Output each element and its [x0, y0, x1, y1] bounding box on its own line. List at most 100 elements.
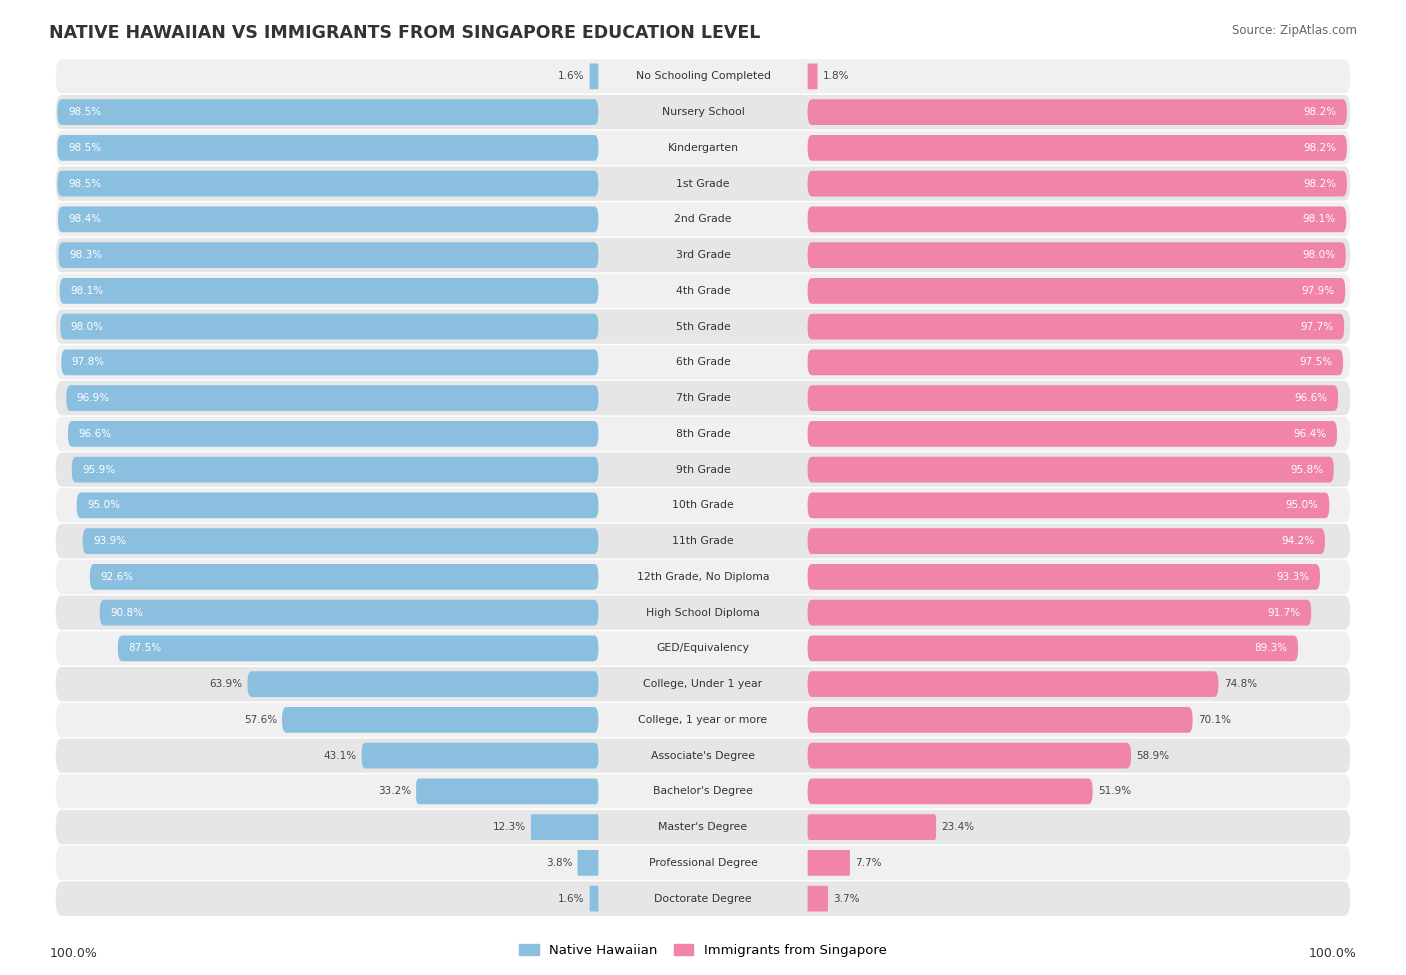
- Text: 96.6%: 96.6%: [1295, 393, 1327, 403]
- FancyBboxPatch shape: [58, 99, 599, 125]
- FancyBboxPatch shape: [56, 667, 1350, 701]
- Text: High School Diploma: High School Diploma: [647, 607, 759, 617]
- FancyBboxPatch shape: [56, 810, 1350, 844]
- Text: Doctorate Degree: Doctorate Degree: [654, 894, 752, 904]
- FancyBboxPatch shape: [56, 524, 1350, 559]
- Text: 12.3%: 12.3%: [492, 822, 526, 832]
- Text: Bachelor's Degree: Bachelor's Degree: [652, 787, 754, 797]
- FancyBboxPatch shape: [589, 63, 599, 90]
- FancyBboxPatch shape: [807, 135, 1347, 161]
- FancyBboxPatch shape: [62, 349, 599, 375]
- Text: 96.4%: 96.4%: [1294, 429, 1326, 439]
- Text: 97.7%: 97.7%: [1301, 322, 1334, 332]
- FancyBboxPatch shape: [56, 131, 1350, 165]
- FancyBboxPatch shape: [807, 385, 1339, 411]
- Text: 63.9%: 63.9%: [209, 680, 242, 689]
- FancyBboxPatch shape: [56, 167, 1350, 201]
- Text: No Schooling Completed: No Schooling Completed: [636, 71, 770, 81]
- Text: 96.6%: 96.6%: [79, 429, 111, 439]
- Text: 70.1%: 70.1%: [1198, 715, 1230, 724]
- Text: 43.1%: 43.1%: [323, 751, 357, 760]
- Text: 97.5%: 97.5%: [1299, 358, 1333, 368]
- Text: 95.0%: 95.0%: [87, 500, 120, 510]
- Text: 1.6%: 1.6%: [558, 894, 585, 904]
- Text: 33.2%: 33.2%: [378, 787, 411, 797]
- Text: 93.3%: 93.3%: [1277, 572, 1309, 582]
- Text: 1.6%: 1.6%: [558, 71, 585, 81]
- FancyBboxPatch shape: [56, 238, 1350, 272]
- FancyBboxPatch shape: [67, 421, 599, 447]
- FancyBboxPatch shape: [807, 421, 1337, 447]
- FancyBboxPatch shape: [56, 631, 1350, 666]
- FancyBboxPatch shape: [56, 596, 1350, 630]
- Text: 7th Grade: 7th Grade: [676, 393, 730, 403]
- FancyBboxPatch shape: [807, 349, 1343, 375]
- FancyBboxPatch shape: [578, 850, 599, 876]
- Text: 96.9%: 96.9%: [77, 393, 110, 403]
- Text: 4th Grade: 4th Grade: [676, 286, 730, 295]
- Text: GED/Equivalency: GED/Equivalency: [657, 644, 749, 653]
- Text: 94.2%: 94.2%: [1281, 536, 1315, 546]
- Text: 100.0%: 100.0%: [49, 947, 97, 960]
- FancyBboxPatch shape: [58, 171, 599, 197]
- Text: 98.3%: 98.3%: [69, 251, 103, 260]
- FancyBboxPatch shape: [807, 600, 1312, 626]
- Text: 91.7%: 91.7%: [1268, 607, 1301, 617]
- FancyBboxPatch shape: [56, 881, 1350, 916]
- Text: College, Under 1 year: College, Under 1 year: [644, 680, 762, 689]
- FancyBboxPatch shape: [807, 671, 1219, 697]
- Text: 89.3%: 89.3%: [1254, 644, 1288, 653]
- FancyBboxPatch shape: [56, 274, 1350, 308]
- FancyBboxPatch shape: [807, 171, 1347, 197]
- FancyBboxPatch shape: [90, 564, 599, 590]
- Text: 6th Grade: 6th Grade: [676, 358, 730, 368]
- FancyBboxPatch shape: [56, 703, 1350, 737]
- FancyBboxPatch shape: [58, 207, 599, 232]
- Text: 74.8%: 74.8%: [1223, 680, 1257, 689]
- Text: 98.1%: 98.1%: [70, 286, 103, 295]
- Text: 9th Grade: 9th Grade: [676, 465, 730, 475]
- FancyBboxPatch shape: [807, 528, 1324, 554]
- FancyBboxPatch shape: [59, 242, 599, 268]
- FancyBboxPatch shape: [56, 309, 1350, 344]
- FancyBboxPatch shape: [56, 774, 1350, 808]
- Text: 51.9%: 51.9%: [1098, 787, 1130, 797]
- FancyBboxPatch shape: [807, 63, 817, 90]
- Text: 23.4%: 23.4%: [942, 822, 974, 832]
- Text: 7.7%: 7.7%: [855, 858, 882, 868]
- FancyBboxPatch shape: [56, 452, 1350, 487]
- Text: 98.5%: 98.5%: [67, 107, 101, 117]
- FancyBboxPatch shape: [83, 528, 599, 554]
- Text: Source: ZipAtlas.com: Source: ZipAtlas.com: [1232, 24, 1357, 37]
- FancyBboxPatch shape: [100, 600, 599, 626]
- Text: 98.2%: 98.2%: [1303, 178, 1337, 188]
- FancyBboxPatch shape: [56, 95, 1350, 130]
- Text: Associate's Degree: Associate's Degree: [651, 751, 755, 760]
- Text: Professional Degree: Professional Degree: [648, 858, 758, 868]
- FancyBboxPatch shape: [807, 707, 1192, 733]
- Text: 97.8%: 97.8%: [72, 358, 105, 368]
- FancyBboxPatch shape: [56, 488, 1350, 523]
- Text: 1.8%: 1.8%: [823, 71, 849, 81]
- Text: 98.1%: 98.1%: [1303, 214, 1336, 224]
- Text: 3rd Grade: 3rd Grade: [675, 251, 731, 260]
- FancyBboxPatch shape: [56, 845, 1350, 880]
- FancyBboxPatch shape: [247, 671, 599, 697]
- FancyBboxPatch shape: [56, 738, 1350, 773]
- FancyBboxPatch shape: [589, 885, 599, 912]
- FancyBboxPatch shape: [807, 456, 1334, 483]
- Text: 8th Grade: 8th Grade: [676, 429, 730, 439]
- Text: Kindergarten: Kindergarten: [668, 143, 738, 153]
- Legend: Native Hawaiian, Immigrants from Singapore: Native Hawaiian, Immigrants from Singapo…: [519, 944, 887, 957]
- FancyBboxPatch shape: [807, 636, 1298, 661]
- Text: 3.7%: 3.7%: [834, 894, 859, 904]
- Text: 97.9%: 97.9%: [1302, 286, 1334, 295]
- FancyBboxPatch shape: [59, 278, 599, 304]
- Text: 95.0%: 95.0%: [1286, 500, 1319, 510]
- Text: 98.0%: 98.0%: [70, 322, 104, 332]
- Text: 95.9%: 95.9%: [82, 465, 115, 475]
- Text: 90.8%: 90.8%: [110, 607, 143, 617]
- Text: 5th Grade: 5th Grade: [676, 322, 730, 332]
- FancyBboxPatch shape: [283, 707, 599, 733]
- Text: 11th Grade: 11th Grade: [672, 536, 734, 546]
